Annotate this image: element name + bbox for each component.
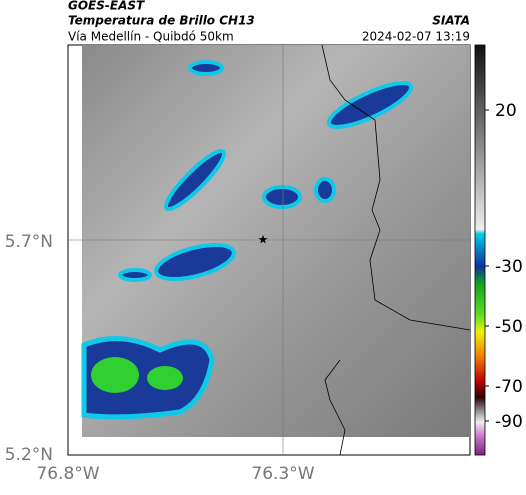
source: SIATA (432, 14, 470, 28)
location-star: ★ (258, 233, 269, 247)
colorbar-label: -30 (495, 257, 523, 277)
colorbar-label: -70 (495, 377, 523, 397)
y-tick-label: 5.2°N (5, 445, 53, 465)
colorbar: 20 -30 -50 -70 -90 (474, 44, 523, 456)
route: Vía Medellín - Quibdó 50km (68, 30, 234, 44)
map-area: ★ (67, 44, 471, 456)
title: GOES-EAST (68, 0, 145, 13)
subtitle: Temperatura de Brillo CH13 (68, 14, 255, 28)
y-tick-label: 5.7°N (5, 232, 53, 252)
colorbar-label: -50 (495, 317, 523, 337)
colorbar-label: 20 (495, 101, 517, 121)
datetime: 2024-02-07 13:19 (362, 30, 470, 44)
x-tick-label: 76.8°W (36, 464, 99, 484)
colorbar-label: -90 (495, 412, 523, 432)
x-tick-label: 76.3°W (251, 464, 314, 484)
